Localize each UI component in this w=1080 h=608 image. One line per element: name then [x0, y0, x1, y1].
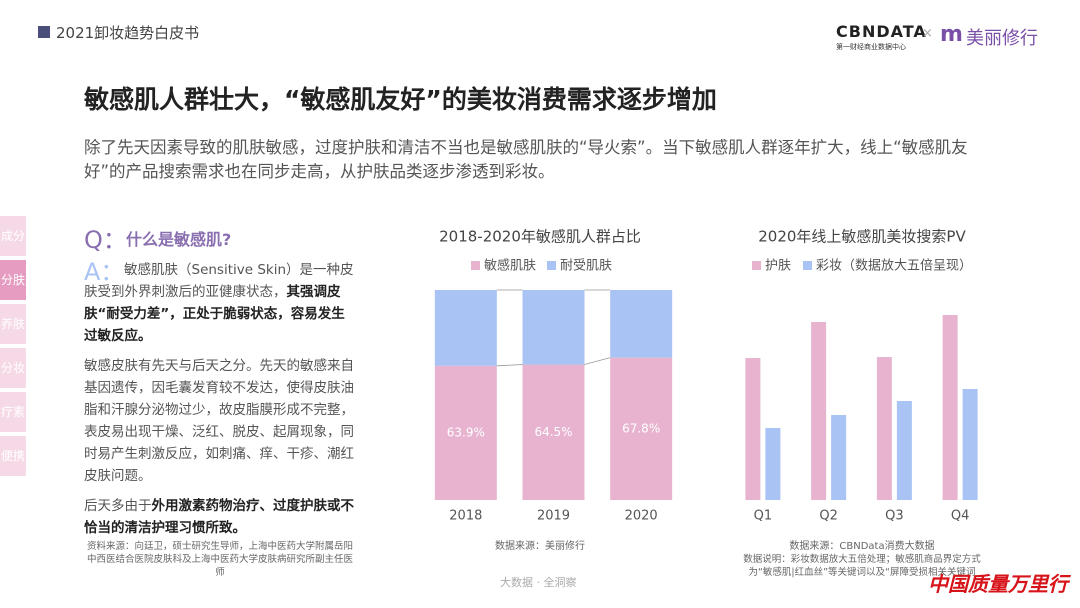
x-tick-label: 2018 [449, 509, 482, 524]
bar [765, 428, 781, 500]
side-tab: 分妆 [0, 348, 26, 388]
answer-text: 其强调皮肤“耐受力差”，正处于脆弱状态，容易发生过敏反应。 [84, 284, 345, 344]
question: 什么是敏感肌? [126, 230, 232, 249]
header-square [38, 26, 50, 38]
side-tab: 养肤 [0, 304, 26, 344]
answer: 敏感肌肤（Sensitive Skin）是一种皮肤受到外界刺激后的亚健康状态，其… [84, 259, 356, 547]
report-name: 2021卸妆趋势白皮书 [56, 24, 200, 42]
logo-sub: 第一财经商业数据中心 [836, 43, 906, 51]
answer-text: 敏感肌肤（Sensitive Skin）是一种皮肤受到外界刺激后的亚健康状态， [84, 262, 354, 300]
x-tick-label: Q3 [885, 509, 904, 524]
legend-label: 耐受肌肤 [560, 259, 612, 274]
watermark: 中国质量万里行 [928, 572, 1068, 596]
legend-swatch [547, 261, 556, 270]
bar [962, 389, 978, 500]
bar [896, 401, 912, 500]
answer-paragraph: 敏感皮肤有先天与后天之分。先天的敏感来自基因遗传，因毛囊发育较不发达，使得皮肤油… [84, 355, 356, 487]
legend-label: 敏感肌肤 [484, 258, 536, 274]
x-tick-label: 2020 [625, 509, 658, 524]
partner-name: 美丽修行 [966, 28, 1038, 49]
answer-paragraph: 敏感肌肤（Sensitive Skin）是一种皮肤受到外界刺激后的亚健康状态，其… [84, 259, 356, 347]
a-mark: A： [84, 258, 125, 286]
chart-source: 数据来源：CBNData消费大数据 [789, 539, 934, 552]
x-tick-label: Q2 [819, 509, 838, 524]
legend-label: 护肤 [765, 259, 791, 274]
legend-label: 彩妆（数据放大五倍呈现） [816, 259, 972, 274]
chart-title: 2018-2020年敏感肌人群占比 [439, 228, 641, 246]
side-tab: 分肤 [0, 260, 26, 300]
slogan: 大数据 · 全洞察 [500, 576, 577, 589]
partner-logo: m [940, 22, 963, 47]
value-label: 63.9% [447, 425, 485, 439]
legend-swatch [803, 261, 812, 270]
bar-segment [610, 357, 673, 500]
x-tick-label: 2019 [537, 509, 570, 524]
bar [942, 315, 958, 500]
answer-text: 敏感皮肤有先天与后天之分。先天的敏感来自基因遗传，因毛囊发育较不发达，使得皮肤油… [84, 358, 354, 484]
note-box: 数据说明：彩妆数据放大五倍处理；敏感肌商品界定方式为“敏感肌|红血丝”等关键词以… [743, 554, 981, 578]
chart-title: 2020年线上敏感肌美妆搜索PV [758, 228, 966, 246]
answer-text: 外用激素药物治疗、过度护肤或不恰当的清洁护理习惯所致。 [84, 498, 354, 536]
connector-line [584, 357, 611, 365]
bar-segment [522, 290, 585, 365]
x-tick-label: Q1 [754, 509, 773, 524]
side-tab: 便携 [0, 436, 26, 476]
answer-paragraph: 后天多由于外用激素药物治疗、过度护肤或不恰当的清洁护理习惯所致。 [84, 495, 356, 539]
bar [831, 415, 847, 500]
bar-segment [522, 364, 585, 500]
legend-swatch [752, 261, 761, 270]
answer-text: 后天多由于 [84, 498, 152, 514]
bar-segment [610, 290, 673, 358]
q-mark: Q： [84, 226, 127, 254]
slide-title: 敏感肌人群壮大，“敏感肌友好”的美妆消费需求逐步增加 [84, 85, 717, 114]
value-label: 67.8% [622, 421, 660, 435]
bar-segment [434, 290, 497, 366]
left-source: 资料来源：向廷卫，硕士研究生导师，上海中医药大学附属岳阳中西医结合医院皮肤科及上… [86, 541, 353, 578]
connector-line [496, 364, 523, 367]
bar [811, 322, 827, 500]
bar-segment [434, 365, 497, 500]
legend-swatch [471, 261, 480, 270]
x-tick-label: Q4 [951, 509, 970, 524]
side-tab: 疗素 [0, 392, 26, 432]
logo-main: CBNDATA [836, 22, 927, 41]
intro: 除了先天因素导致的肌肤敏感，过度护肤和清洁不当也是敏感肌肤的“导火索”。当下敏感… [84, 138, 968, 181]
chart-note: 数据说明：彩妆数据放大五倍处理；敏感肌商品界定方式为“敏感肌|红血丝”等关键词以… [743, 554, 981, 578]
logo-x: × [922, 26, 933, 41]
bar [876, 357, 892, 500]
value-label: 64.5% [534, 425, 572, 439]
bar [745, 358, 761, 500]
chart-source: 数据来源：美丽修行 [495, 539, 585, 552]
side-tab: 成分 [0, 216, 26, 256]
